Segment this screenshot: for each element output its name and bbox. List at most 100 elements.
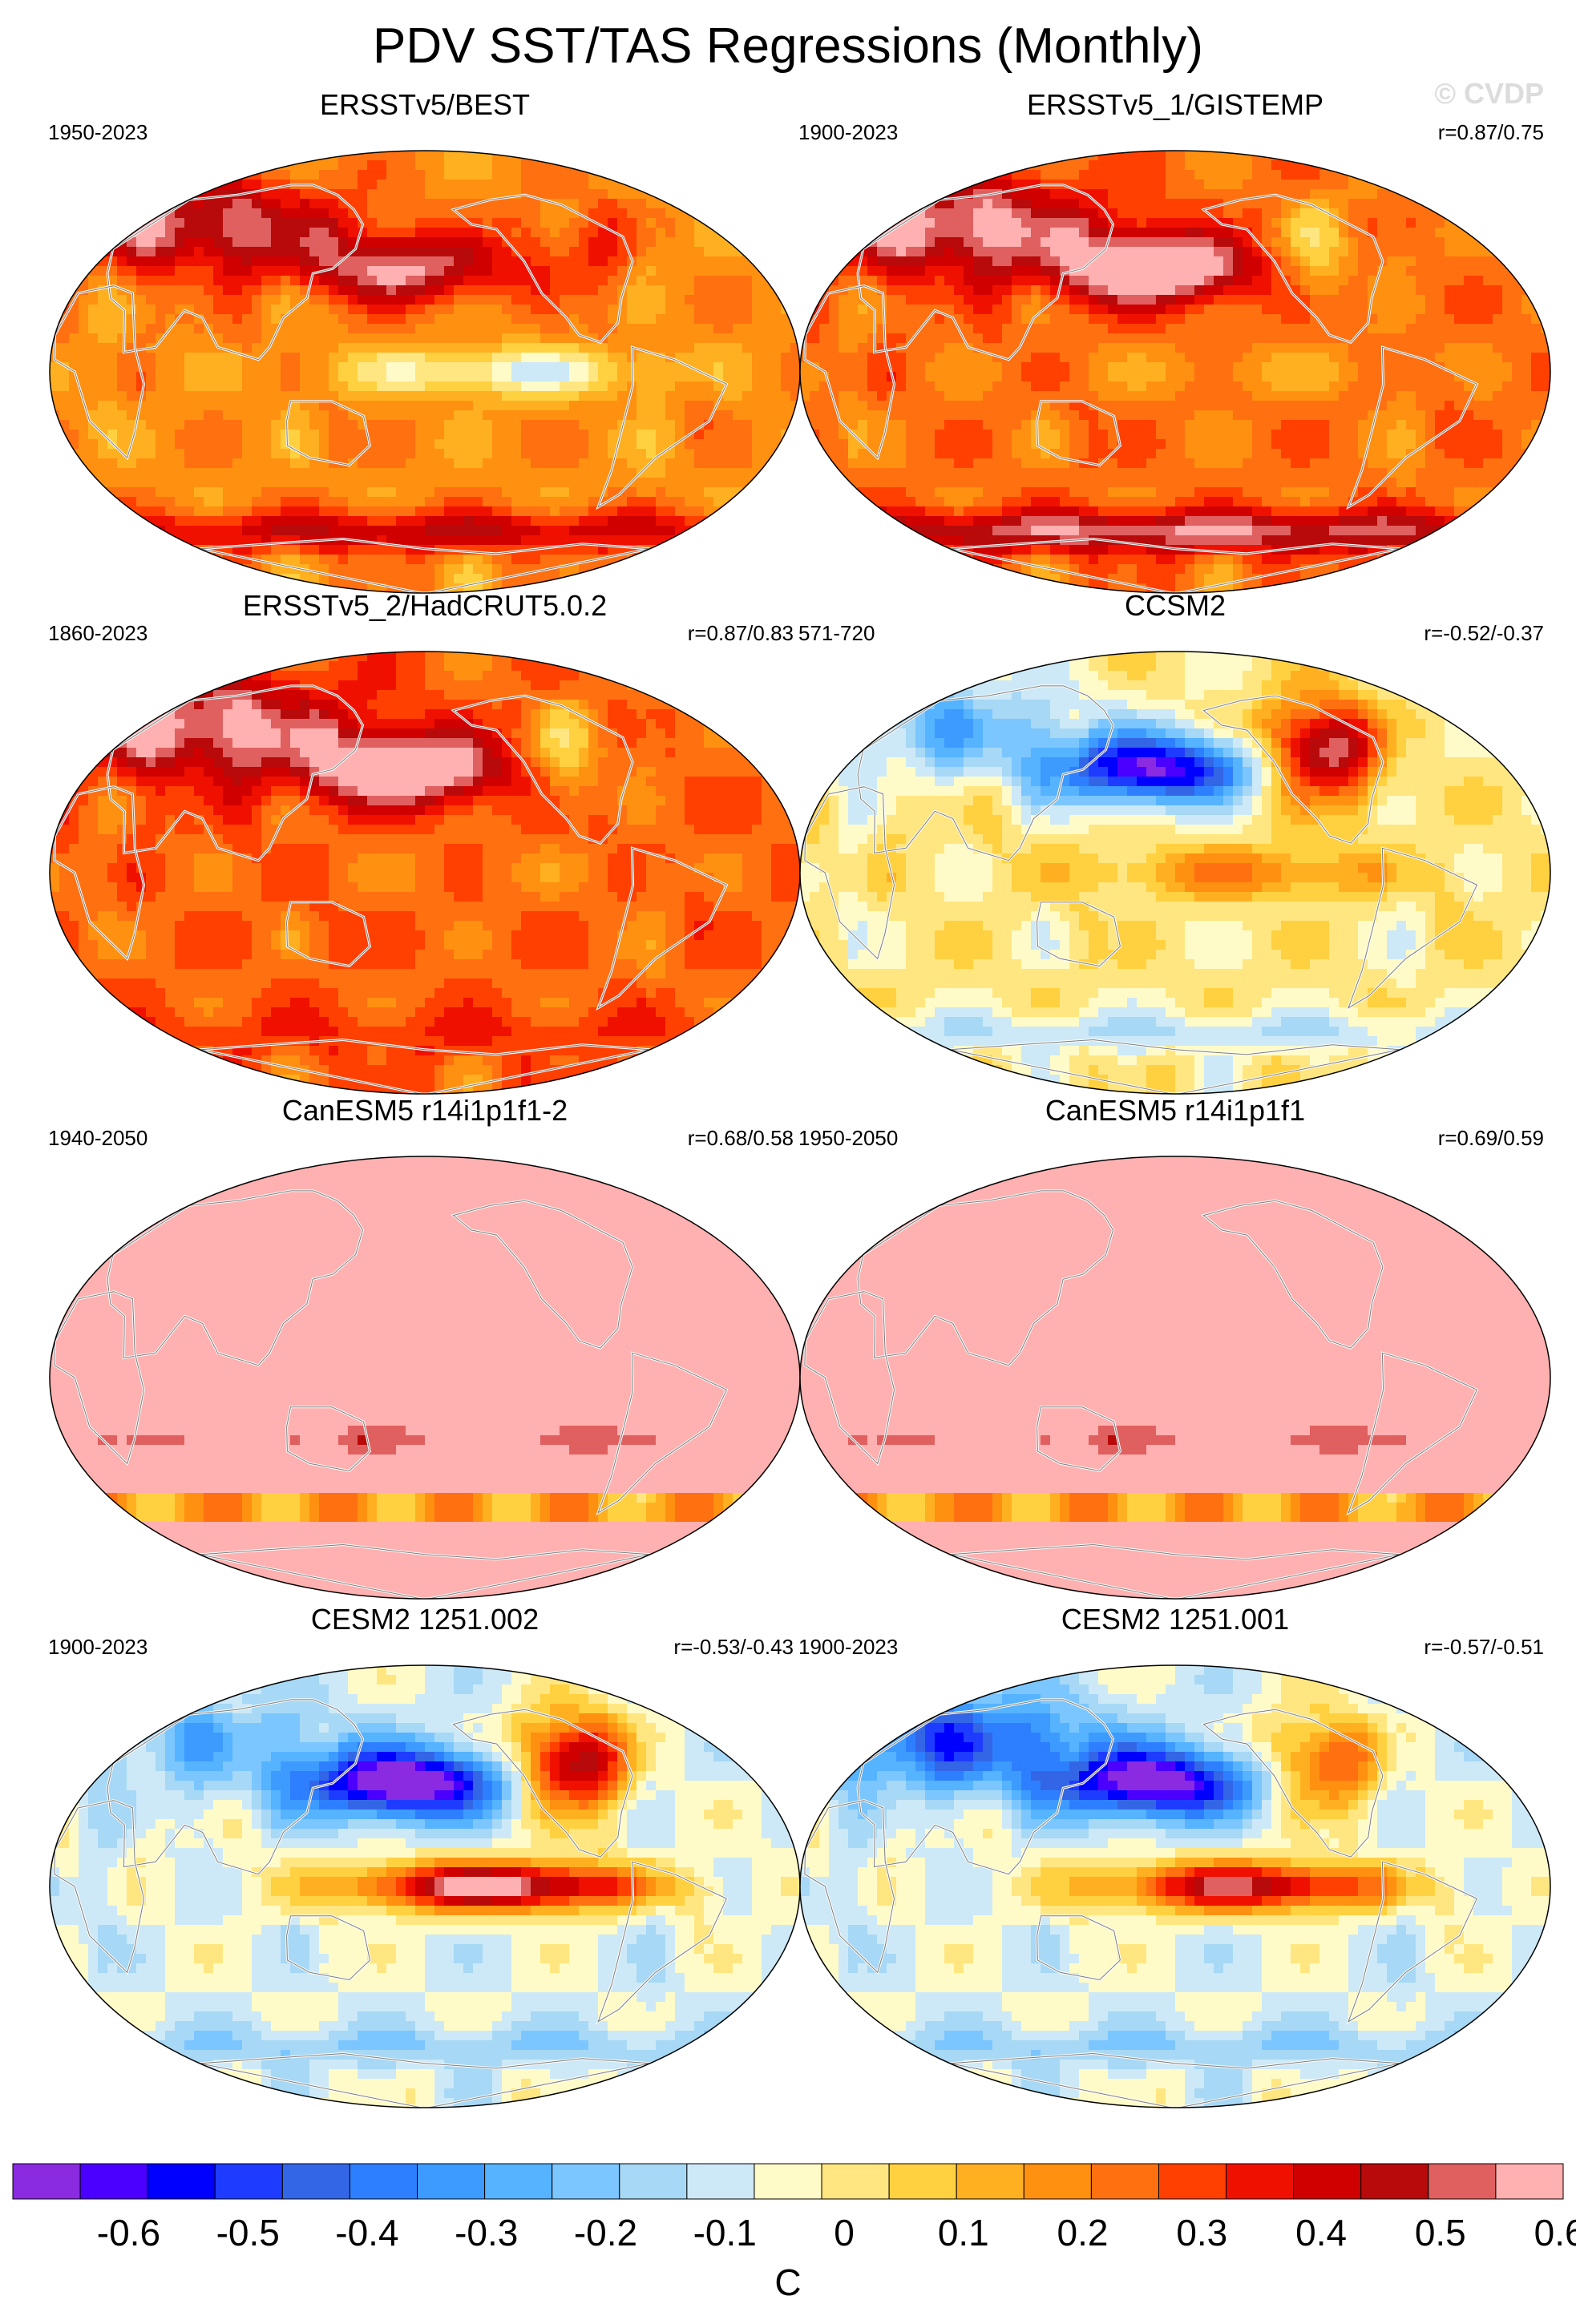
colorbar-swatch: [619, 2163, 688, 2200]
colorbar-unit-label: C: [774, 2261, 801, 2303]
coastline-shade-northAmerica: [1202, 695, 1384, 844]
colorbar-tick-label: -0.6: [97, 2212, 160, 2253]
coastline-shade-africa: [54, 285, 145, 459]
map-panel: CanESM5 r14i1p1f1-2 1940-2050 r=0.68/0.58: [48, 1094, 802, 1615]
colorbar-swatch: [1090, 2163, 1159, 2200]
panel-correlation: r=0.69/0.59: [1438, 1126, 1544, 1151]
panel-correlation: r=0.87/0.75: [1438, 120, 1544, 145]
coastlines: [803, 684, 1479, 1094]
coastline-shade-africa: [804, 1800, 895, 1974]
colorbar-swatch: [1428, 2163, 1497, 2200]
coastline-shade-australia: [1037, 401, 1121, 466]
panel-years: 571-720: [798, 621, 875, 646]
coastline-shade-antarctica: [950, 1543, 1400, 1599]
coastline-shade-antarctica: [200, 1039, 650, 1094]
coastline-shade-africa: [804, 786, 895, 960]
panel-years: 1900-2023: [48, 1635, 147, 1660]
colorbar-tick-label: 0.3: [1176, 2212, 1227, 2253]
map-svg: [49, 150, 801, 594]
map-panel: ERSSTv5_1/GISTEMP 1900-2023 r=0.87/0.75: [798, 88, 1552, 609]
coastline-shade-australia: [1037, 902, 1121, 967]
coastline-shade-southAmerica: [1348, 1352, 1478, 1514]
colorbar-tick-label: 0: [834, 2212, 855, 2253]
colorbar-swatch: [1158, 2163, 1227, 2200]
colorbar-swatch: [1495, 2163, 1564, 2200]
coastlines: [803, 1189, 1479, 1599]
colorbar-tick-label: -0.3: [455, 2212, 518, 2253]
panel-title: CanESM5 r14i1p1f1-2: [48, 1094, 802, 1128]
coastline-shade-australia: [286, 1915, 370, 1981]
map-svg: [49, 651, 801, 1095]
colorbar-swatch: [79, 2163, 148, 2200]
coastline-shade-asia: [107, 1699, 364, 1875]
coastline-shade-northAmerica: [1202, 1200, 1384, 1349]
coastline-shade-africa: [54, 1291, 145, 1465]
colorbar-swatch: [1293, 2163, 1362, 2200]
colorbar-tick-label: 0.2: [1057, 2212, 1109, 2253]
colorbar-tick-label: 0.4: [1295, 2212, 1347, 2253]
panel-title: CanESM5 r14i1p1f1: [798, 1094, 1552, 1128]
coastline-shade-africa: [804, 1291, 895, 1465]
panel-title: CESM2 1251.002: [48, 1603, 802, 1636]
field-cells: [800, 151, 1550, 593]
coastline-shade-northAmerica: [452, 1709, 633, 1858]
map-svg: [799, 150, 1551, 594]
colorbar-swatch: [956, 2163, 1024, 2200]
field-cells: [50, 1156, 800, 1599]
panel-correlation: r=0.68/0.58: [688, 1126, 794, 1151]
panel-years: 1950-2050: [798, 1126, 898, 1151]
colorbar-tick-label: -0.1: [693, 2212, 757, 2253]
coastline-shade-africa: [54, 786, 145, 960]
coastline-shade-northAmerica: [1202, 194, 1384, 343]
colorbar-tick-label: -0.4: [335, 2212, 398, 2253]
colorbar-swatch: [147, 2163, 216, 2200]
map-panel: CCSM2 571-720 r=-0.52/-0.37: [798, 589, 1552, 1110]
colorbar-swatch: [821, 2163, 890, 2200]
coastline-shade-southAmerica: [1348, 847, 1478, 1009]
coastline-shade-asia: [857, 1699, 1114, 1875]
colorbar-swatch: [12, 2163, 81, 2200]
colorbar-swatch: [754, 2163, 822, 2200]
colorbar-tick-label: 0.6: [1534, 2212, 1576, 2253]
map-svg: [49, 1156, 801, 1600]
coastlines: [53, 1189, 729, 1599]
map-border: [799, 651, 1551, 1095]
panel-title: CESM2 1251.001: [798, 1603, 1552, 1636]
coastline-shade-asia: [107, 685, 364, 861]
coastline-shade-northAmerica: [452, 695, 633, 844]
colorbar-swatch: [349, 2163, 418, 2200]
colorbar-tick-label: 0.5: [1415, 2212, 1466, 2253]
map-panel: ERSSTv5_2/HadCRUT5.0.2 1860-2023 r=0.87/0.…: [48, 589, 802, 1110]
panel-years: 1950-2023: [48, 120, 147, 145]
map-panel: CESM2 1251.001 1900-2023 r=-0.57/-0.51: [798, 1603, 1552, 2124]
field-cells: [800, 652, 1550, 1094]
panel-correlation: r=-0.52/-0.37: [1424, 621, 1544, 646]
coastlines: [53, 1698, 729, 2108]
panel-years: 1900-2023: [798, 1635, 898, 1660]
coastline-shade-asia: [857, 1190, 1114, 1366]
map-border: [799, 1664, 1551, 2108]
coastline-shade-asia: [857, 685, 1114, 861]
map-svg: [799, 651, 1551, 1095]
colorbar-swatch: [686, 2163, 755, 2200]
coastlines: [53, 184, 729, 593]
coastline-shade-southAmerica: [1348, 1861, 1478, 2023]
map-svg: [799, 1664, 1551, 2108]
coastline-shade-northAmerica: [1202, 1709, 1384, 1858]
panel-title: ERSSTv5_1/GISTEMP: [798, 88, 1552, 122]
coastline-shade-australia: [1037, 1915, 1121, 1981]
coastline-shade-africa: [54, 1800, 145, 1974]
panel-years: 1860-2023: [48, 621, 147, 646]
field-cells: [50, 652, 800, 1094]
panel-correlation: r=0.87/0.83: [688, 621, 794, 646]
colorbar-swatch: [552, 2163, 620, 2200]
coastlines: [803, 184, 1479, 593]
coastline-shade-africa: [804, 285, 895, 459]
panel-years: 1900-2023: [798, 120, 898, 145]
field-cells: [800, 1156, 1550, 1599]
coastline-shade-antarctica: [200, 538, 650, 593]
coastline-shade-antarctica: [950, 538, 1400, 593]
coastline-shade-australia: [286, 401, 370, 466]
coastline-shade-asia: [107, 1190, 364, 1366]
colorbar-tick-label: -0.5: [216, 2212, 280, 2253]
